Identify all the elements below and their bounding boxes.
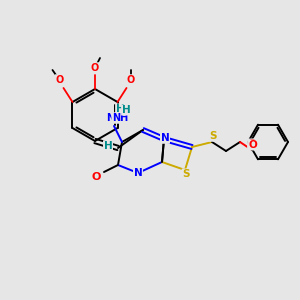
Text: H: H bbox=[116, 104, 124, 114]
Text: O: O bbox=[91, 172, 101, 182]
Text: O: O bbox=[56, 75, 64, 85]
Text: H: H bbox=[103, 141, 112, 151]
Text: N: N bbox=[134, 168, 142, 178]
Text: S: S bbox=[208, 131, 216, 141]
Text: N: N bbox=[134, 168, 142, 178]
Text: S: S bbox=[209, 131, 217, 141]
Text: NH: NH bbox=[106, 113, 122, 123]
Text: O: O bbox=[56, 75, 64, 85]
Text: S: S bbox=[182, 170, 190, 180]
Text: N: N bbox=[160, 133, 169, 143]
Text: O: O bbox=[126, 75, 135, 85]
Text: O: O bbox=[91, 63, 99, 73]
Text: S: S bbox=[182, 169, 190, 179]
Text: H: H bbox=[122, 105, 130, 115]
Text: H: H bbox=[103, 141, 112, 151]
Text: O: O bbox=[249, 140, 257, 150]
Text: O: O bbox=[91, 172, 101, 182]
Text: O: O bbox=[126, 75, 135, 85]
Text: NH: NH bbox=[112, 113, 128, 123]
Text: N: N bbox=[160, 133, 169, 143]
Text: O: O bbox=[248, 139, 256, 149]
Text: O: O bbox=[91, 63, 99, 73]
